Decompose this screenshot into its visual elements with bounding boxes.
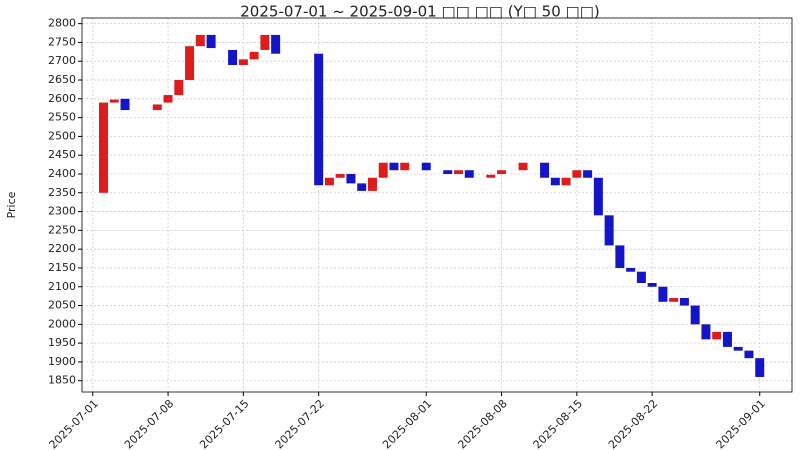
candle-body xyxy=(163,95,173,103)
candle-body xyxy=(260,34,270,50)
x-tick-label: 2025-09-01 xyxy=(714,397,768,450)
candle-body xyxy=(540,162,550,178)
candle-body xyxy=(604,215,614,246)
candle-body xyxy=(228,49,238,65)
y-tick-label: 2000 xyxy=(48,317,76,330)
candle-body xyxy=(443,170,453,174)
x-tick-label: 2025-07-08 xyxy=(122,397,176,450)
candle-body xyxy=(701,324,711,340)
x-tick-label: 2025-08-01 xyxy=(380,397,434,450)
candle-body xyxy=(378,162,388,178)
candle-body xyxy=(669,298,679,302)
x-tick-label: 2025-08-15 xyxy=(531,397,585,450)
candle-body xyxy=(109,99,119,103)
candle-body xyxy=(636,271,646,283)
candle-body xyxy=(679,298,689,306)
candle-body xyxy=(464,170,474,178)
candle-body xyxy=(615,245,625,268)
candle-body xyxy=(755,358,765,377)
y-tick-label: 2600 xyxy=(48,92,76,105)
candle-body xyxy=(346,173,356,184)
candle-body xyxy=(421,162,431,171)
candle-body xyxy=(271,34,281,54)
x-tick-label: 2025-08-08 xyxy=(455,397,509,450)
x-tick-label: 2025-07-15 xyxy=(197,397,251,450)
candle-body xyxy=(185,46,195,81)
y-tick-label: 2450 xyxy=(48,148,76,161)
candle-body xyxy=(658,286,668,302)
y-tick-label: 2400 xyxy=(48,167,76,180)
candle-body xyxy=(518,162,528,171)
candle-body xyxy=(572,170,582,178)
y-axis-label: Price xyxy=(5,191,18,218)
candle-body xyxy=(744,350,754,359)
y-tick-label: 1850 xyxy=(48,374,76,387)
candle-body xyxy=(120,98,130,111)
candle-body xyxy=(583,170,593,178)
candle-body xyxy=(647,282,657,287)
candle-body xyxy=(733,346,743,351)
candle-body xyxy=(152,104,162,111)
candle-body xyxy=(99,102,109,193)
candle-body xyxy=(324,177,334,186)
candle-body xyxy=(206,34,216,49)
candle-body xyxy=(593,177,603,216)
x-tick-label: 2025-07-22 xyxy=(273,397,327,450)
candle-body xyxy=(712,331,722,340)
candle-body xyxy=(357,183,367,191)
x-tick-label: 2025-08-22 xyxy=(606,397,660,450)
candle-body xyxy=(314,53,324,186)
candle-body xyxy=(690,305,700,325)
plot-frame xyxy=(81,17,793,393)
y-tick-label: 2200 xyxy=(48,242,76,255)
candle-body xyxy=(722,331,732,347)
y-tick-label: 2050 xyxy=(48,299,76,312)
x-tick-label: 2025-07-01 xyxy=(47,397,101,450)
candle-body xyxy=(497,170,507,174)
y-tick-label: 2350 xyxy=(48,186,76,199)
candle-body xyxy=(249,51,259,60)
candle-body xyxy=(486,174,496,178)
candle-body xyxy=(454,170,464,174)
candle-body xyxy=(335,173,345,178)
candle-body xyxy=(400,162,410,171)
y-tick-label: 2250 xyxy=(48,223,76,236)
chart-title: 2025-07-01 ~ 2025-09-01 □□ □□ (Y□ 50 □□) xyxy=(240,3,599,21)
y-tick-label: 2550 xyxy=(48,111,76,124)
candle-body xyxy=(561,177,571,186)
y-tick-label: 2700 xyxy=(48,54,76,67)
y-tick-label: 1950 xyxy=(48,336,76,349)
candle-body xyxy=(238,59,248,65)
y-tick-label: 2750 xyxy=(48,35,76,48)
y-tick-label: 2150 xyxy=(48,261,76,274)
candle-body xyxy=(367,177,377,191)
y-tick-label: 2800 xyxy=(48,17,76,30)
candle-body xyxy=(389,162,399,171)
candle-body xyxy=(626,267,636,272)
candle-body xyxy=(174,80,184,96)
y-tick-label: 2650 xyxy=(48,73,76,86)
y-tick-label: 1900 xyxy=(48,355,76,368)
candle-body xyxy=(550,177,560,186)
y-tick-label: 2500 xyxy=(48,129,76,142)
y-tick-label: 2300 xyxy=(48,205,76,218)
candle-body xyxy=(195,34,205,47)
y-tick-label: 2100 xyxy=(48,280,76,293)
